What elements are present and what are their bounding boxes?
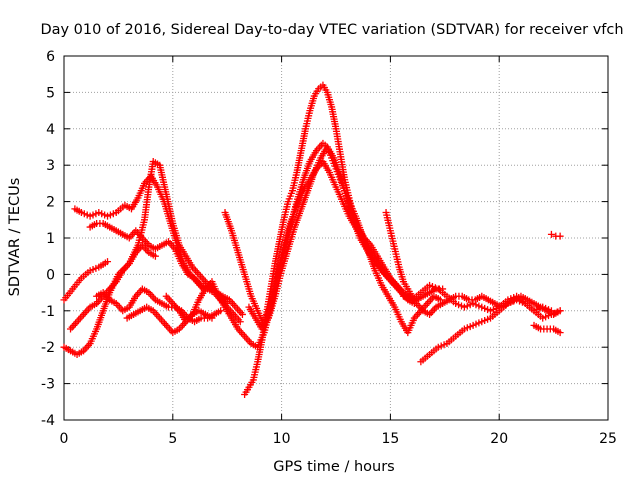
x-tick-label: 15 (381, 431, 399, 447)
x-tick-label: 5 (168, 431, 177, 447)
y-tick-label: -1 (41, 304, 55, 320)
data-point (208, 314, 216, 322)
data-point (238, 310, 246, 318)
x-tick-label: 25 (599, 431, 617, 447)
x-tick-label: 20 (490, 431, 508, 447)
data-point (104, 258, 112, 266)
data-point (556, 307, 564, 315)
data-point (556, 232, 564, 240)
x-axis-label: GPS time / hours (273, 459, 394, 475)
y-tick-label: 6 (46, 49, 55, 65)
y-tick-label: 2 (46, 195, 55, 211)
data-points (60, 81, 564, 399)
data-point (217, 307, 225, 315)
data-point (547, 230, 555, 238)
y-tick-label: -2 (41, 340, 55, 356)
x-tick-label: 0 (60, 431, 69, 447)
y-tick-label: 1 (46, 231, 55, 247)
data-point (151, 252, 159, 260)
data-point (236, 318, 244, 326)
y-tick-label: 0 (46, 267, 55, 283)
y-tick-label: 4 (46, 122, 55, 138)
y-axis-label: SDTVAR / TECUs (7, 178, 23, 297)
chart-title: Day 010 of 2016, Sidereal Day-to-day VTE… (40, 22, 623, 38)
axis-ticks (63, 55, 609, 421)
y-tick-label: 5 (46, 85, 55, 101)
x-tick-label: 10 (273, 431, 291, 447)
y-tick-label: -4 (41, 413, 55, 429)
data-point (556, 329, 564, 337)
y-tick-label: 3 (46, 158, 55, 174)
y-tick-label: -3 (41, 377, 55, 393)
x-tick-labels: 0 5 10 15 20 25 (60, 431, 617, 447)
y-tick-labels: -4 -3 -2 -1 0 1 2 3 4 5 6 (41, 49, 55, 429)
